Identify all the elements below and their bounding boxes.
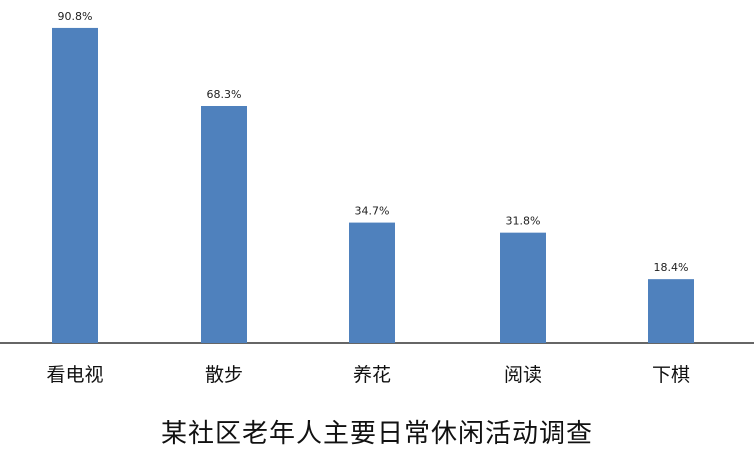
bar-chart: 90.8% 看电视 68.3% 散步 34.7% 养花 31.8% 阅读 18.4% 下棋 xyxy=(0,10,754,386)
category-label: 养花 xyxy=(353,364,391,386)
bar-1 xyxy=(52,27,98,343)
data-label: 90.8% xyxy=(58,10,93,23)
category-label: 散步 xyxy=(205,364,243,386)
data-label: 34.7% xyxy=(355,205,390,218)
bar-5 xyxy=(648,279,694,343)
data-label: 18.4% xyxy=(654,261,689,274)
category-label: 阅读 xyxy=(504,364,542,386)
bar-4 xyxy=(500,232,546,343)
data-label: 68.3% xyxy=(207,88,242,101)
category-label: 下棋 xyxy=(652,364,690,386)
chart-title: 某社区老年人主要日常休闲活动调查 xyxy=(160,419,593,449)
category-label: 看电视 xyxy=(46,364,103,386)
bar-2 xyxy=(201,105,247,344)
data-label: 31.8% xyxy=(506,215,541,228)
bar-3 xyxy=(349,222,395,343)
